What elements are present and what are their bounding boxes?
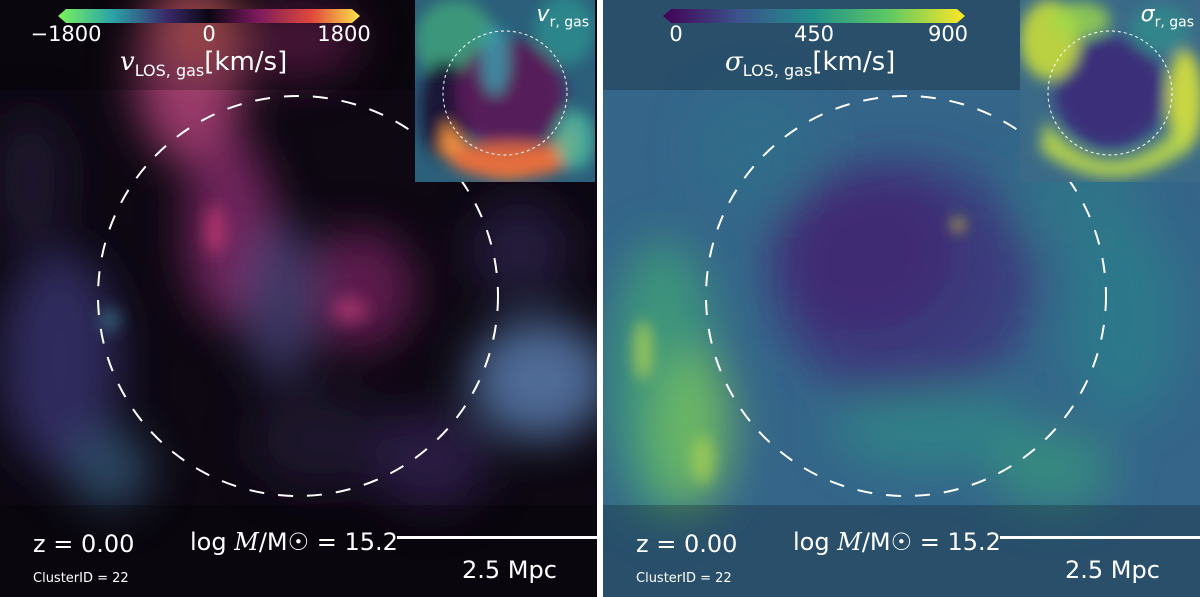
annotation-backdrop <box>0 505 597 597</box>
colorbar-tick-max: 900 <box>927 22 969 46</box>
dispersion-colorbar <box>663 9 965 23</box>
cluster-mass-label: log M/M☉ = 15.2 <box>190 528 398 556</box>
scale-bar <box>1000 536 1200 539</box>
virial-radius-circle <box>705 95 1107 497</box>
colorbar-tick-mid: 0 <box>202 22 216 46</box>
cluster-id-label: ClusterID = 22 <box>636 571 732 586</box>
colorbar-tick-max: 1800 <box>317 22 371 46</box>
velocity-map-panel: −1800 0 1800 vLOS, gas[km/s] vr, gas <box>0 0 597 597</box>
velocity-colorbar-title: vLOS, gas[km/s] <box>120 47 288 81</box>
panel-divider <box>597 0 603 597</box>
radial-dispersion-inset-image <box>1020 0 1200 182</box>
inset-label: σr, gas <box>1140 2 1194 31</box>
colorbar-tick-mid: 450 <box>793 22 835 46</box>
velocity-colorbar <box>58 9 360 23</box>
redshift-label: z = 0.00 <box>33 530 135 558</box>
cluster-mass-label: log M/M☉ = 15.2 <box>793 528 1001 556</box>
redshift-label: z = 0.00 <box>636 530 738 558</box>
scale-bar-label: 2.5 Mpc <box>1065 556 1160 584</box>
inset-label: vr, gas <box>536 2 589 31</box>
radial-velocity-inset-image <box>415 0 595 182</box>
radial-velocity-inset: vr, gas <box>415 0 595 182</box>
radial-dispersion-inset: σr, gas <box>1020 0 1200 182</box>
annotation-backdrop <box>603 505 1200 597</box>
dispersion-map-panel: 0 450 900 σLOS, gas[km/s] σr, gas z = 0.… <box>603 0 1200 597</box>
scale-bar <box>397 536 597 539</box>
dispersion-colorbar-title: σLOS, gas[km/s] <box>725 47 896 81</box>
scale-bar-label: 2.5 Mpc <box>462 556 557 584</box>
cluster-id-label: ClusterID = 22 <box>33 571 129 586</box>
colorbar-tick-min: 0 <box>669 22 683 46</box>
colorbar-tick-min: −1800 <box>30 22 102 46</box>
virial-radius-circle <box>97 95 499 497</box>
